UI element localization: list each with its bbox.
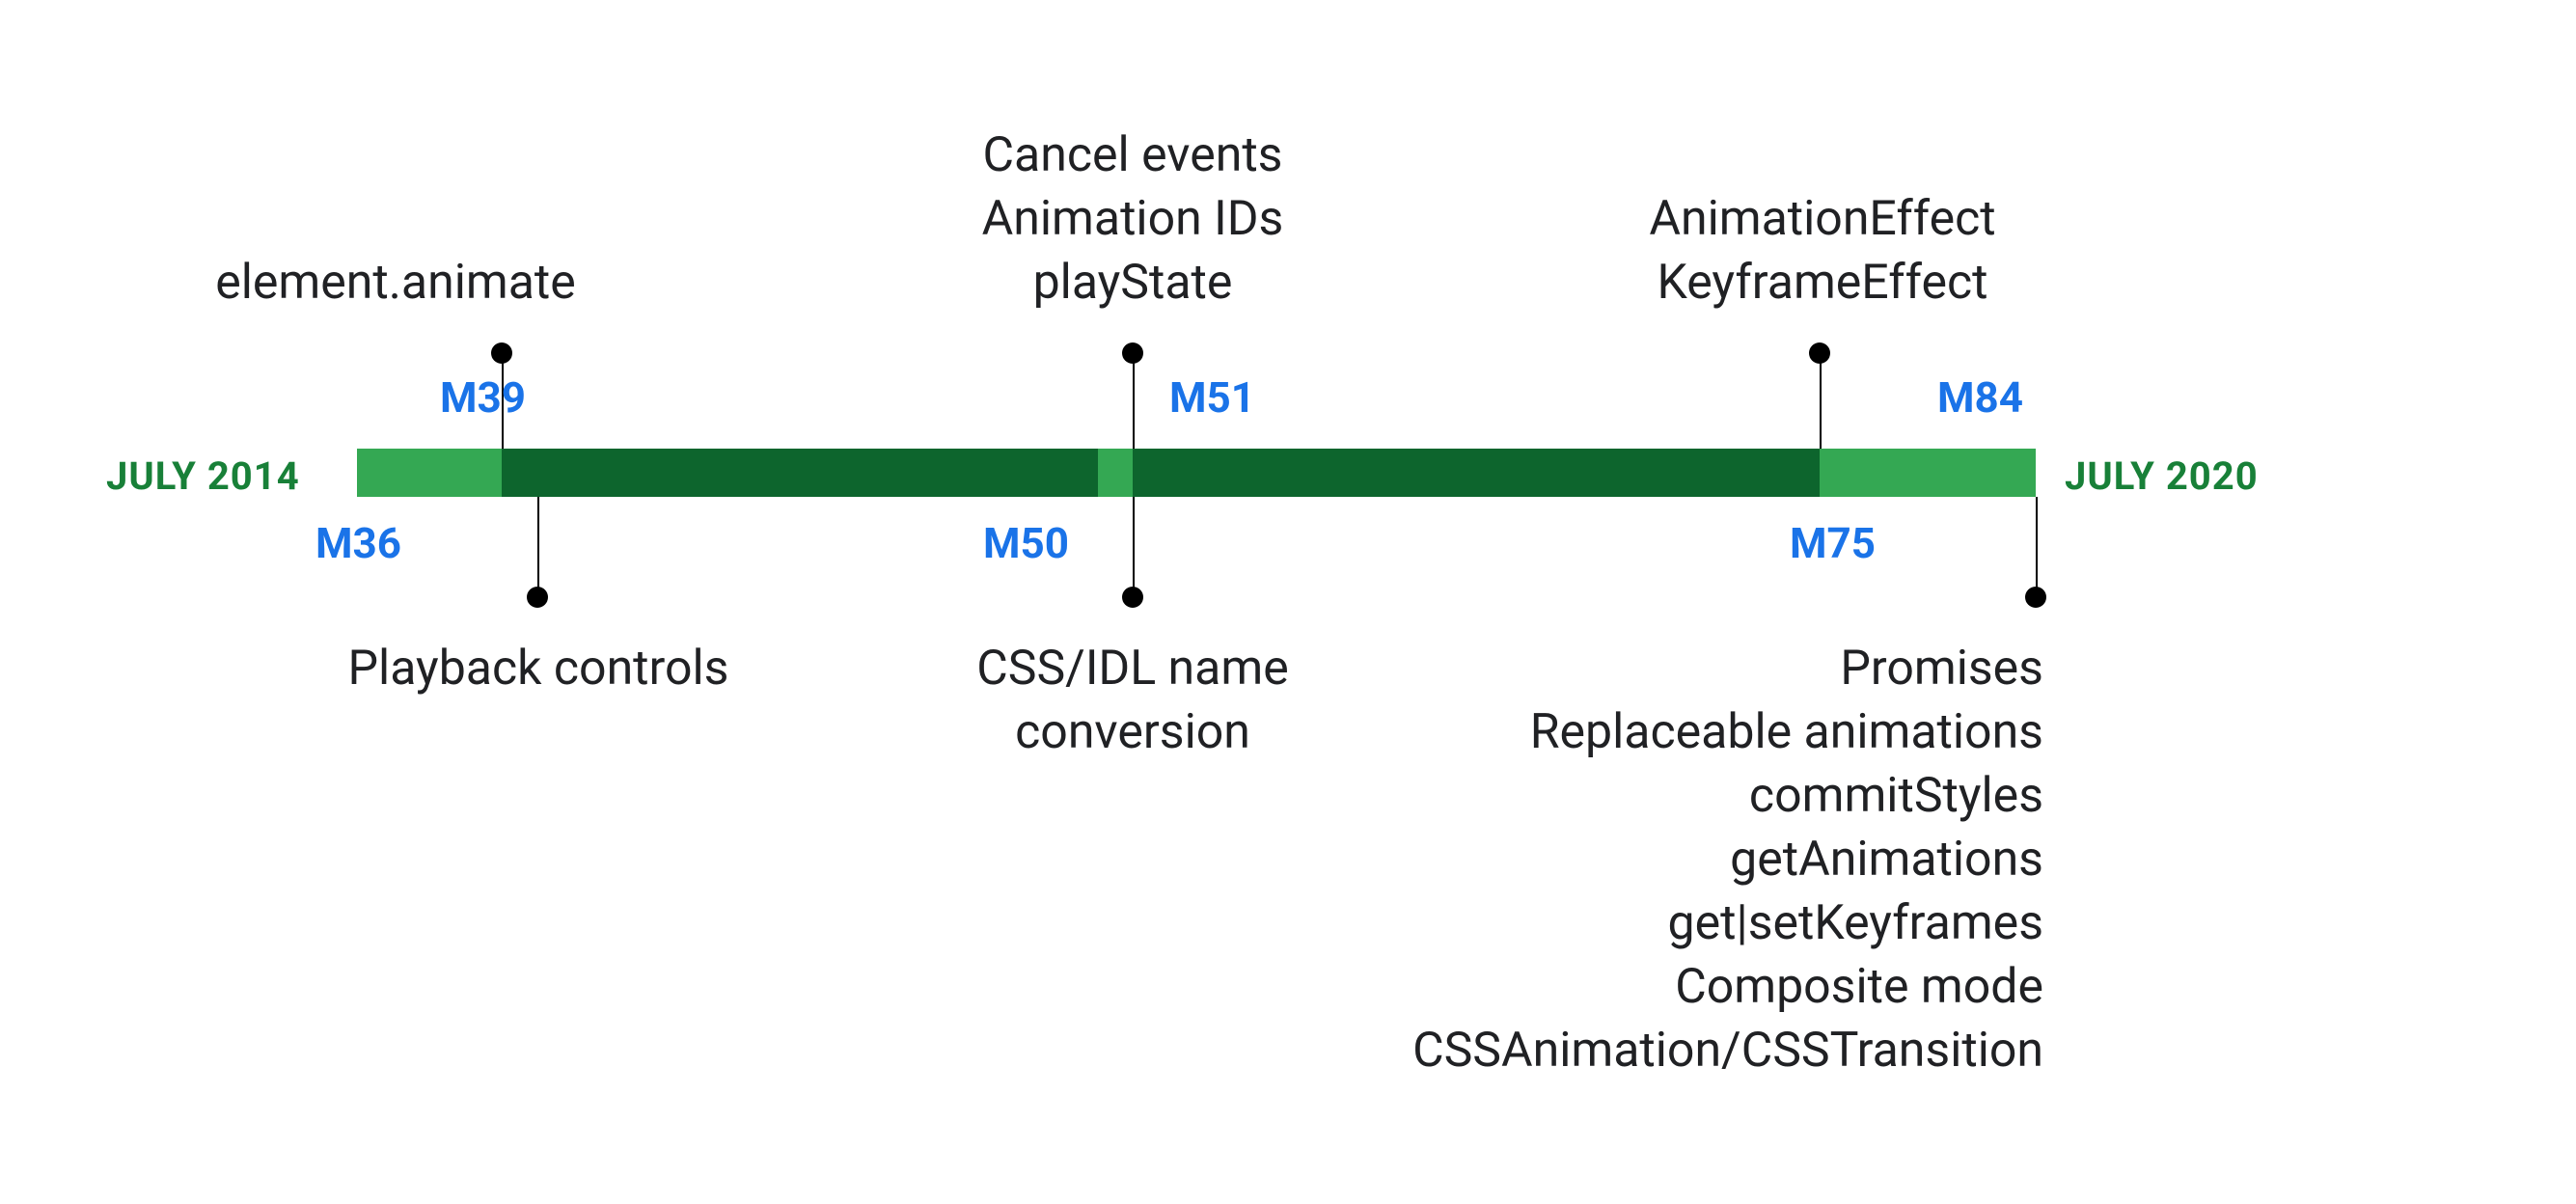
milestone-m36: M36 (315, 518, 401, 568)
connector-m51-top (1133, 349, 1135, 449)
feature-css-idl: CSS/IDL name conversion (949, 637, 1316, 764)
milestone-m50: M50 (983, 518, 1069, 568)
dot-m51-top (1122, 342, 1143, 364)
dot-m39-top (491, 342, 512, 364)
feature-animation-effect: AnimationEffect KeyframeEffect (1644, 187, 2001, 315)
connector-m75-top (1820, 349, 1822, 449)
bar-segment-1 (357, 449, 502, 497)
bar-segment-5 (1820, 449, 2036, 497)
end-date-label: JULY 2020 (2065, 453, 2259, 499)
milestone-m84: M84 (1937, 372, 2023, 423)
connector-playback-bottom (537, 497, 539, 596)
milestone-m39: M39 (440, 372, 526, 423)
connector-m50-bottom (1133, 497, 1135, 596)
feature-playback-controls: Playback controls (249, 637, 828, 700)
bar-segment-3 (1098, 449, 1133, 497)
bar-segment-4 (1133, 449, 1820, 497)
dot-playback-bottom (527, 587, 548, 608)
dot-m75-top (1809, 342, 1830, 364)
timeline-diagram: JULY 2014 JULY 2020 M39 element.animate … (0, 0, 2576, 1204)
feature-cancel-events: Cancel events Animation IDs playState (896, 123, 1369, 315)
feature-promises-list: Promises Replaceable animations commitSt… (1349, 637, 2043, 1082)
bar-segment-2 (502, 449, 1098, 497)
connector-m84-bottom (2036, 497, 2038, 596)
start-date-label: JULY 2014 (106, 453, 300, 499)
dot-m84-bottom (2025, 587, 2046, 608)
dot-m50-bottom (1122, 587, 1143, 608)
milestone-m75: M75 (1790, 518, 1876, 568)
feature-element-animate: element.animate (82, 251, 709, 315)
milestone-m51: M51 (1169, 372, 1255, 423)
